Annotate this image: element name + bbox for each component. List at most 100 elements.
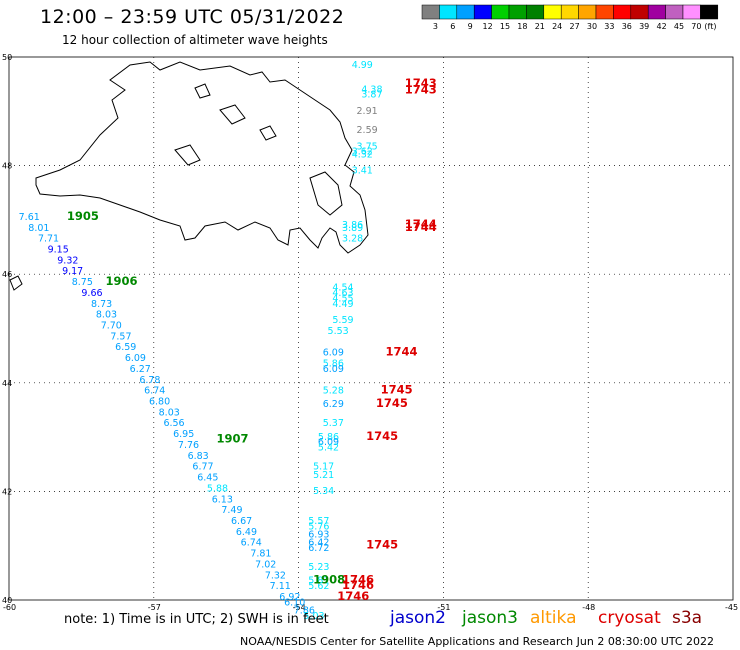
colorbar-tick-label: 9 (468, 22, 473, 31)
lake-outline (174, 144, 201, 166)
legend-s3a: s3a (672, 608, 703, 628)
swh-value: 7.11 (270, 581, 291, 592)
swh-value: 3.86 (342, 220, 363, 231)
observation-layer: 7.618.017.719.159.329.178.759.668.738.03… (19, 60, 383, 622)
colorbar-swatch (700, 4, 719, 20)
colorbar-swatch (647, 4, 666, 20)
swh-value: 7.76 (178, 440, 199, 451)
colorbar-swatch (682, 4, 701, 20)
swh-value: 9.15 (48, 244, 69, 255)
swh-value: 4.63 (332, 288, 353, 299)
swh-value: 6.29 (323, 399, 344, 410)
legend-altika: altika (530, 608, 577, 628)
lake-outline (194, 83, 211, 99)
colorbar-tick-label: 18 (517, 22, 527, 31)
swh-value: 7.61 (19, 212, 40, 223)
swh-value: 6.72 (308, 543, 329, 554)
map-frame (8, 56, 734, 601)
swh-value: 6.80 (149, 397, 170, 408)
swh-value: 6.74 (144, 386, 165, 397)
swh-value: 2.91 (357, 106, 378, 117)
swh-value: 6.09 (323, 348, 344, 359)
pass-time-label: 1745 (381, 383, 413, 397)
swh-value: 7.71 (38, 234, 59, 245)
colorbar-swatch (526, 4, 545, 20)
colorbar-swatch (439, 4, 458, 20)
pass-time-label: 1744 (405, 217, 437, 231)
lake-outline (259, 125, 277, 141)
swh-value: 5.34 (313, 486, 334, 497)
coastline (9, 61, 369, 291)
colorbar-swatch (456, 4, 475, 20)
avalon-inner-bay (309, 171, 343, 216)
pass-time-label: 1744 (405, 220, 437, 234)
swh-value: 4.38 (361, 84, 382, 95)
lon-tick-label: -45 (725, 603, 738, 612)
swh-value: 5.53 (328, 326, 349, 337)
swh-value: 3.89 (342, 223, 363, 234)
swh-value: 5.86 (323, 359, 344, 370)
swh-value: 4.55 (332, 293, 353, 304)
island-outline (9, 275, 23, 291)
colorbar-swatch (508, 4, 527, 20)
colorbar-swatch (421, 4, 440, 20)
map-subtitle: 12 hour collection of altimeter wave hei… (62, 33, 328, 47)
colorbar-tick-label: 15 (500, 22, 510, 31)
lat-tick-label: 46 (2, 270, 12, 279)
pass-time-label: 1746 (337, 589, 369, 603)
swh-value: 9.17 (62, 266, 83, 277)
swh-value: 6.27 (130, 364, 151, 375)
swh-value: 3.62 (352, 147, 373, 158)
pass-time-label: 1743 (405, 82, 437, 96)
swh-value: 6.74 (241, 538, 262, 549)
swh-value: 5.86 (318, 432, 339, 443)
map-title: 12:00 – 23:59 UTC 05/31/2022 (40, 6, 345, 28)
swh-value: 5.23 (308, 562, 329, 573)
swh-value: 8.75 (72, 277, 93, 288)
lat-tick-label: 40 (2, 596, 12, 605)
lat-tick-label: 48 (2, 162, 12, 171)
lon-tick-label: -57 (148, 603, 161, 612)
swh-value: 8.73 (91, 299, 112, 310)
note-text: note: 1) Time is in UTC; 2) SWH is in fe… (64, 612, 329, 627)
swh-value: 5.28 (323, 386, 344, 397)
swh-value: 4.99 (352, 60, 373, 71)
legend-jason2: jason2 (390, 608, 446, 628)
swh-value: 5.62 (308, 581, 329, 592)
swh-value: 6.95 (173, 429, 194, 440)
swh-value: 9.32 (57, 255, 78, 266)
swh-value: 4.32 (352, 149, 373, 160)
pass-time-label: 1908 (313, 573, 345, 587)
colorbar-swatch (543, 4, 562, 20)
swh-value: 3.87 (361, 90, 382, 101)
swh-value: 6.83 (188, 451, 209, 462)
pass-time-label: 1907 (217, 432, 249, 446)
swh-value: 3.28 (342, 234, 363, 245)
swh-value: 5.88 (207, 483, 228, 494)
swh-value: 7.57 (110, 331, 131, 342)
colorbar-swatch (665, 4, 684, 20)
swh-value: 6.45 (197, 473, 218, 484)
swh-value: 6.42 (308, 538, 329, 549)
colorbar-tick-label: 70 (691, 22, 701, 31)
swh-value: 6.78 (139, 375, 160, 386)
lat-tick-label: 44 (2, 379, 12, 388)
pass-time-label: 1746 (342, 573, 374, 587)
swh-value: 4.54 (332, 282, 353, 293)
lon-tick-label: -51 (437, 603, 450, 612)
lon-tick-label: -48 (582, 603, 595, 612)
colorbar-tick-label: 24 (552, 22, 562, 31)
pass-time-label: 1745 (376, 396, 408, 410)
colorbar-tick-label: 30 (587, 22, 597, 31)
legend-cryosat: cryosat (598, 608, 661, 628)
colorbar-tick-label: 42 (657, 22, 667, 31)
swh-value: 3.41 (352, 166, 373, 177)
swh-value: 5.81 (308, 576, 329, 587)
colorbar-tick-label: 27 (570, 22, 580, 31)
swh-value: 8.03 (96, 310, 117, 321)
pass-time-label: 1745 (366, 429, 398, 443)
lon-tick-label: -54 (293, 603, 306, 612)
swh-value: 7.81 (250, 549, 271, 560)
pass-time-label: 1744 (385, 345, 417, 359)
